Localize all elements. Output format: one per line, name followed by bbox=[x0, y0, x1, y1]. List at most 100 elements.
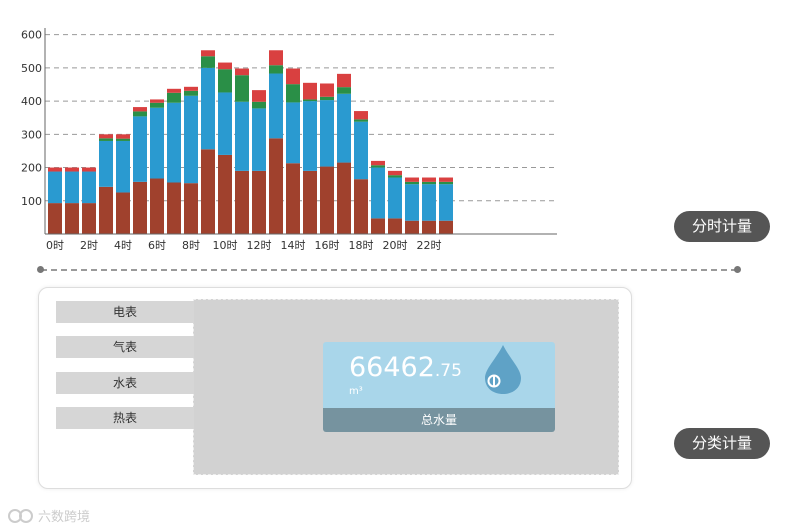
bar-segment bbox=[439, 184, 453, 221]
bar-segment bbox=[422, 181, 436, 185]
section-divider bbox=[41, 269, 737, 271]
value-unit: m³ bbox=[349, 386, 363, 397]
bar-segment bbox=[354, 179, 368, 234]
bar-segment bbox=[184, 90, 198, 96]
bar-segment bbox=[184, 95, 198, 184]
bar-segment bbox=[439, 177, 453, 182]
grid-lines bbox=[45, 34, 557, 202]
bar-segment bbox=[133, 107, 147, 112]
logo-icon bbox=[8, 508, 33, 523]
bar-segment bbox=[150, 107, 164, 179]
bar-stack bbox=[286, 68, 300, 234]
bar-stack bbox=[235, 68, 249, 234]
bar-segment bbox=[269, 138, 283, 234]
bar-segment bbox=[133, 181, 147, 234]
bar-segment bbox=[388, 177, 402, 219]
bar-segment bbox=[99, 140, 113, 187]
bar-segment bbox=[99, 186, 113, 234]
bar-stack bbox=[337, 73, 351, 234]
bar-segment bbox=[65, 171, 79, 204]
bar-stack bbox=[388, 170, 402, 234]
water-drop-icon bbox=[485, 345, 521, 394]
bar-segment bbox=[201, 149, 215, 234]
bar-segment bbox=[269, 65, 283, 74]
tab-electric-meter[interactable]: 电表 bbox=[56, 301, 194, 323]
bar-segment bbox=[286, 163, 300, 234]
bar-segment bbox=[252, 90, 266, 102]
bar-segment bbox=[422, 184, 436, 221]
bar-segment bbox=[337, 93, 351, 163]
y-tick-label: 500 bbox=[21, 62, 42, 75]
bar-segment bbox=[286, 102, 300, 164]
x-tick-label: 6时 bbox=[148, 239, 166, 252]
bar-segment bbox=[286, 84, 300, 103]
bar-stack bbox=[422, 177, 436, 234]
bar-stack bbox=[65, 167, 79, 234]
bar-segment bbox=[354, 121, 368, 180]
bar-segment bbox=[201, 56, 215, 68]
bar-segment bbox=[252, 108, 266, 171]
y-tick-labels: 100 200 300 400 500 600 bbox=[21, 29, 42, 208]
bar-stack bbox=[354, 111, 368, 234]
bar-segment bbox=[388, 218, 402, 234]
bar-segment bbox=[303, 99, 317, 102]
bar-segment bbox=[235, 170, 249, 234]
card-footer: 总水量 bbox=[323, 408, 555, 432]
bar-stack bbox=[116, 134, 130, 234]
x-tick-label: 12时 bbox=[247, 239, 272, 252]
tab-heat-meter[interactable]: 热表 bbox=[56, 407, 194, 429]
bar-stack bbox=[269, 50, 283, 234]
bar-stack bbox=[320, 83, 334, 234]
bar-segment bbox=[167, 102, 181, 183]
bar-stack bbox=[133, 107, 147, 234]
bar-segment bbox=[439, 220, 453, 234]
bar-segment bbox=[150, 99, 164, 103]
x-tick-label: 22时 bbox=[417, 239, 442, 252]
stacked-bar-chart: 100 200 300 400 500 600 0时 2时 4时 6时 8时 10时 12时 14时 16… bbox=[21, 28, 557, 252]
bar-segment bbox=[218, 62, 232, 70]
bar-segment bbox=[388, 175, 402, 178]
bar-stack bbox=[252, 90, 266, 234]
x-tick-label: 14时 bbox=[281, 239, 306, 252]
bar-segment bbox=[371, 218, 385, 234]
bar-segment bbox=[235, 101, 249, 171]
bar-segment bbox=[133, 116, 147, 182]
total-water-value: 66462.75 bbox=[349, 352, 462, 383]
bar-stack bbox=[82, 167, 96, 234]
bar-segment bbox=[99, 138, 113, 141]
bar-segment bbox=[167, 92, 181, 103]
bar-stack bbox=[405, 177, 419, 234]
x-tick-label: 10时 bbox=[213, 239, 238, 252]
category-metering-badge: 分类计量 bbox=[674, 428, 770, 459]
bar-segment bbox=[286, 68, 300, 85]
bar-segment bbox=[116, 140, 130, 193]
bar-segment bbox=[337, 73, 351, 88]
bar-segment bbox=[303, 101, 317, 171]
y-tick-label: 600 bbox=[21, 29, 42, 42]
bar-stack bbox=[201, 50, 215, 234]
value-integer: 66462 bbox=[349, 352, 435, 383]
bar-segment bbox=[320, 96, 334, 101]
bar-segment bbox=[82, 203, 96, 234]
bar-segment bbox=[116, 192, 130, 234]
bar-stack bbox=[184, 86, 198, 234]
y-tick-label: 400 bbox=[21, 95, 42, 108]
bar-segment bbox=[405, 220, 419, 234]
bar-segment bbox=[150, 102, 164, 108]
bar-segment bbox=[337, 162, 351, 234]
bar-segment bbox=[252, 170, 266, 234]
bar-segment bbox=[252, 101, 266, 109]
watermark: 六数跨境 bbox=[8, 506, 90, 525]
x-tick-label: 4时 bbox=[114, 239, 132, 252]
bar-segment bbox=[48, 167, 62, 172]
bar-segment bbox=[269, 50, 283, 66]
tab-gas-meter[interactable]: 气表 bbox=[56, 336, 194, 358]
bar-segment bbox=[184, 183, 198, 234]
bar-segment bbox=[235, 75, 249, 102]
bar-segment bbox=[218, 92, 232, 155]
x-tick-label: 18时 bbox=[349, 239, 374, 252]
bar-segment bbox=[116, 138, 130, 141]
y-tick-label: 300 bbox=[21, 128, 42, 141]
tab-water-meter[interactable]: 水表 bbox=[56, 372, 194, 394]
bar-segment bbox=[354, 119, 368, 122]
